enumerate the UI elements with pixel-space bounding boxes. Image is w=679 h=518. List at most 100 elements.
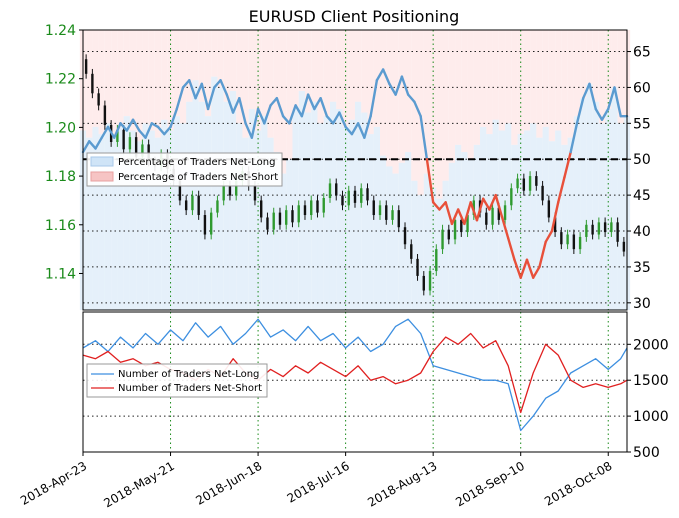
net-long-pct-segment bbox=[350, 122, 360, 136]
net-long-shade bbox=[342, 126, 349, 310]
net-short-shade bbox=[136, 30, 143, 142]
price-candle bbox=[385, 205, 388, 220]
net-short-shade bbox=[461, 30, 468, 153]
top-legend-box bbox=[86, 152, 283, 187]
net-long-shade bbox=[611, 87, 618, 310]
price-candle bbox=[209, 212, 213, 235]
legend-label-count-long: Number of Traders Net-Long bbox=[118, 369, 259, 380]
net-long-shade bbox=[323, 116, 330, 311]
net-short-shade bbox=[279, 30, 287, 174]
price-candle bbox=[410, 244, 413, 259]
net-short-shade bbox=[442, 30, 449, 181]
net-long-pct-segment bbox=[488, 193, 497, 211]
sentiment-tick-label: 50 bbox=[633, 152, 651, 168]
net-long-pct-segment bbox=[538, 240, 547, 269]
net-long-shade bbox=[142, 123, 149, 310]
net-long-shade bbox=[286, 159, 293, 310]
net-short-shade bbox=[248, 30, 255, 109]
net-long-shade bbox=[530, 123, 537, 310]
net-long-shade bbox=[517, 134, 524, 310]
net-long-pct-segment bbox=[356, 122, 366, 139]
price-candle bbox=[491, 207, 494, 225]
price-candle bbox=[260, 200, 263, 218]
net-long-pct-segment bbox=[550, 201, 560, 233]
x-tick-label: 2018-May-21 bbox=[101, 459, 176, 511]
net-long-shade bbox=[430, 187, 437, 310]
net-short-shade bbox=[592, 30, 599, 102]
net-short-shade bbox=[380, 30, 387, 156]
price-candle bbox=[416, 258, 419, 276]
net-short-shade bbox=[480, 30, 487, 127]
net-long-shade bbox=[217, 87, 224, 310]
net-long-pct-segment bbox=[532, 265, 541, 279]
net-short-shade bbox=[548, 30, 556, 142]
net-long-shade bbox=[473, 144, 481, 310]
price-candle bbox=[603, 222, 607, 233]
net-long-shade bbox=[567, 137, 574, 310]
net-long-shade bbox=[129, 130, 137, 310]
net-short-shade bbox=[186, 30, 193, 102]
price-candle bbox=[591, 224, 594, 235]
count-tick-label: 500 bbox=[633, 445, 660, 461]
sentiment-tick-label: 60 bbox=[633, 80, 651, 96]
net-short-shade bbox=[498, 30, 506, 131]
legend-swatch-net-long bbox=[90, 156, 114, 167]
price-candle bbox=[91, 73, 94, 94]
net-long-pct-segment bbox=[106, 125, 116, 139]
net-long-shade bbox=[580, 98, 587, 310]
net-long-pct-segment bbox=[344, 125, 354, 136]
net-long-pct-segment bbox=[131, 118, 141, 132]
price-tick-label: 1.18 bbox=[45, 169, 76, 185]
net-long-shade bbox=[480, 126, 487, 310]
price-candle bbox=[178, 180, 182, 201]
price-candle bbox=[435, 249, 438, 272]
net-short-shade bbox=[142, 30, 149, 124]
price-candle bbox=[578, 236, 582, 250]
net-long-shade bbox=[398, 162, 406, 310]
net-long-pct-segment bbox=[600, 107, 610, 121]
net-long-pct-segment bbox=[306, 93, 316, 111]
price-candle bbox=[553, 217, 557, 233]
net-long-pct-segment bbox=[163, 125, 172, 136]
net-long-shade bbox=[573, 116, 581, 311]
price-candle bbox=[535, 176, 538, 186]
net-long-shade bbox=[329, 101, 337, 311]
top-plot-frame bbox=[82, 29, 628, 311]
sentiment-tick-label: 65 bbox=[633, 45, 651, 61]
net-short-shade bbox=[154, 30, 162, 138]
net-long-pct-segment bbox=[481, 197, 491, 211]
net-short-shade bbox=[311, 30, 318, 102]
price-candle bbox=[191, 195, 194, 211]
net-long-pct-segment bbox=[200, 82, 210, 111]
net-long-pct-segment bbox=[431, 201, 441, 211]
sentiment-tick-label: 35 bbox=[633, 260, 651, 276]
net-long-pct-segment bbox=[575, 97, 585, 125]
net-short-shade bbox=[286, 30, 293, 160]
net-short-shade bbox=[329, 30, 337, 102]
net-long-shade bbox=[179, 123, 187, 310]
net-short-shade bbox=[261, 30, 268, 117]
sentiment-tick-label: 55 bbox=[633, 116, 651, 132]
net-short-shade bbox=[430, 30, 437, 188]
price-tick-label: 1.24 bbox=[45, 23, 76, 39]
net-short-shade bbox=[179, 30, 187, 124]
net-long-shade bbox=[136, 141, 143, 310]
net-long-pct-segment bbox=[213, 79, 222, 89]
net-long-shade bbox=[598, 123, 606, 310]
net-long-shade bbox=[380, 155, 387, 310]
net-short-shade bbox=[542, 30, 549, 127]
net-long-pct-segment bbox=[413, 100, 422, 118]
net-long-pct-segment bbox=[194, 82, 204, 100]
net-long-pct-segment bbox=[400, 75, 410, 96]
net-long-pct-segment bbox=[607, 86, 616, 111]
net-long-pct-segment bbox=[181, 79, 191, 89]
price-candle bbox=[572, 234, 576, 250]
net-long-pct-segment bbox=[494, 193, 504, 218]
price-candle bbox=[291, 210, 294, 223]
net-long-pct-segment bbox=[231, 97, 241, 114]
price-candle bbox=[116, 129, 119, 142]
net-short-shade bbox=[98, 30, 105, 135]
x-tick-label: 2018-Sep-10 bbox=[453, 459, 527, 510]
price-candle bbox=[278, 212, 282, 225]
net-short-shade bbox=[211, 30, 218, 77]
